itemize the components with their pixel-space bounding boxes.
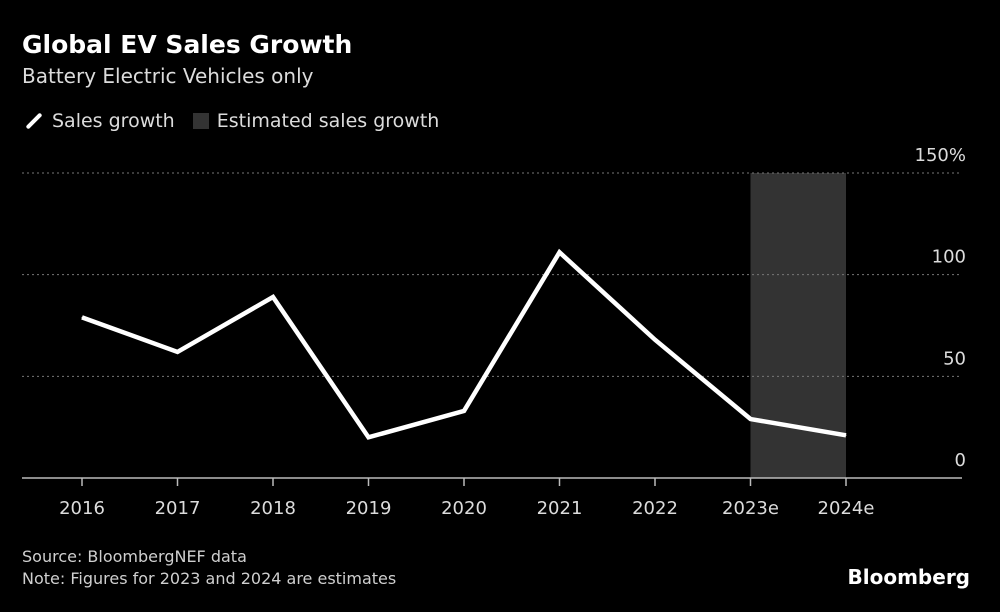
y-tick-label: 50 [943, 348, 966, 369]
footer-notes: Source: BloombergNEF data Note: Figures … [22, 546, 396, 590]
x-tick-label: 2020 [441, 498, 487, 519]
data-point-2017 [177, 351, 178, 353]
x-tick-label: 2017 [155, 498, 201, 519]
data-point-2019 [368, 436, 369, 438]
x-tick-label: 2016 [59, 498, 105, 519]
legend-label-estimated: Estimated sales growth [216, 110, 440, 132]
source-text: Source: BloombergNEF data [22, 547, 247, 566]
y-tick-label: 150% [915, 145, 966, 166]
data-point-2016 [81, 316, 83, 318]
data-point-2020 [463, 410, 465, 412]
legend-item-estimated: Estimated sales growth [192, 110, 440, 132]
note-text: Note: Figures for 2023 and 2024 are esti… [22, 569, 397, 588]
data-point-2018 [272, 296, 274, 298]
legend-item-sales-growth: Sales growth [22, 110, 175, 132]
data-point-2023e [750, 418, 751, 420]
data-point-2022 [654, 339, 656, 341]
legend: Sales growth Estimated sales growth [22, 110, 457, 132]
x-tick-label: 2024e [818, 498, 875, 519]
x-tick-label: 2021 [537, 498, 583, 519]
shade-swatch-icon [192, 113, 209, 129]
x-tick-label: 2019 [346, 498, 392, 519]
legend-label-sales-growth: Sales growth [52, 110, 175, 132]
x-tick-label: 2018 [250, 498, 296, 519]
data-point-2021 [559, 251, 560, 253]
chart-subtitle: Battery Electric Vehicles only [22, 64, 314, 88]
data-point-2024e [845, 434, 847, 436]
chart-title: Global EV Sales Growth [22, 30, 353, 59]
x-tick-label: 2022 [632, 498, 678, 519]
y-tick-label: 100 [932, 247, 966, 268]
series-line-sales-growth [81, 248, 847, 440]
y-tick-label: 0 [955, 450, 966, 471]
x-tick-label: 2023e [722, 498, 779, 519]
bloomberg-logo: Bloomberg [847, 565, 970, 589]
